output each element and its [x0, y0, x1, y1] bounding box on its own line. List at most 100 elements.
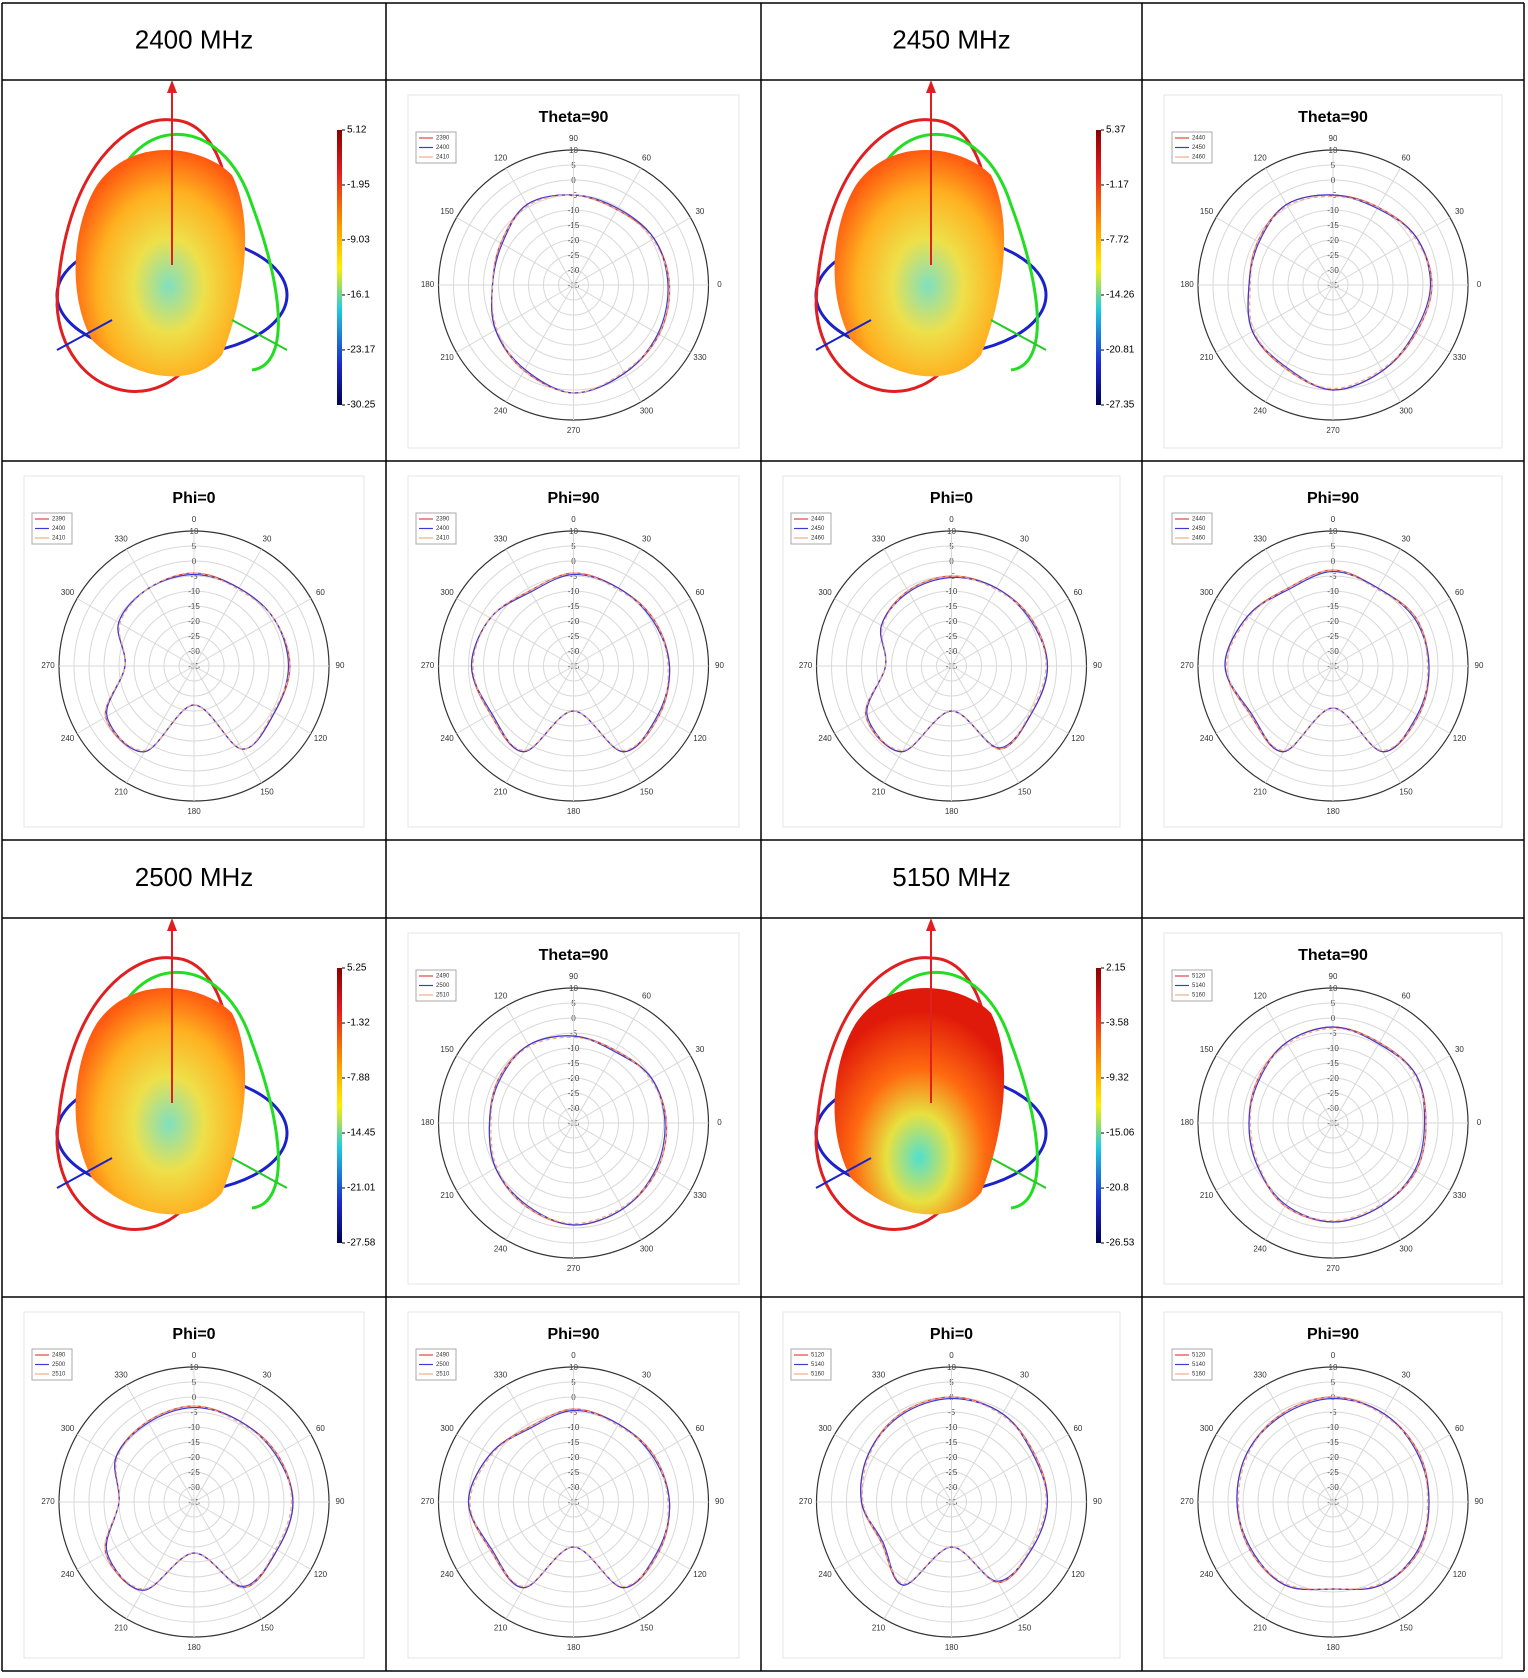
angle-label: 0: [1331, 515, 1336, 524]
angle-label: 210: [872, 1624, 886, 1633]
pattern-solid: [75, 150, 246, 377]
plot-frame: [1163, 932, 1503, 1285]
spoke: [193, 598, 312, 667]
spoke: [834, 1434, 952, 1503]
axis-arrow: [990, 319, 1047, 351]
angle-label: 60: [695, 588, 704, 597]
spoke: [1332, 1005, 1401, 1124]
plot-title: Theta=90: [539, 109, 609, 126]
angle-label: 180: [1326, 807, 1340, 816]
angle-label: 300: [1399, 407, 1413, 416]
plot-title: Theta=90: [1298, 947, 1368, 964]
axis-ring-green: [869, 132, 1039, 372]
angle-label: 120: [1071, 734, 1085, 743]
angle-label: 240: [818, 1570, 832, 1579]
angle-label: 30: [1020, 535, 1029, 544]
spoke: [505, 548, 574, 667]
spoke: [573, 167, 642, 286]
colorbar-label: -30.25: [347, 400, 376, 411]
spoke: [1332, 1122, 1401, 1241]
spoke: [573, 1384, 642, 1503]
angle-label: 210: [114, 1624, 128, 1633]
angle-label: 300: [1399, 1245, 1413, 1254]
angle-label: 60: [1455, 1424, 1464, 1433]
colorbar: [337, 968, 342, 1243]
spoke: [505, 1501, 574, 1620]
angle-label: 300: [640, 407, 654, 416]
spoke: [1265, 665, 1334, 784]
plot-title: Theta=90: [1298, 109, 1368, 126]
angle-label: 0: [717, 280, 722, 289]
legend-label: 2390: [436, 136, 450, 142]
angle-label: 300: [1200, 588, 1214, 597]
angle-label: 30: [695, 1045, 704, 1054]
angle-label: 120: [1453, 1570, 1467, 1579]
angle-label: 0: [571, 515, 576, 524]
spoke: [573, 1501, 691, 1570]
spoke: [193, 1501, 262, 1620]
angle-label: 330: [1453, 1191, 1467, 1200]
pattern-curve: [861, 1396, 1047, 1585]
pattern-curve: [491, 194, 671, 394]
spoke: [1215, 1501, 1334, 1570]
spoke: [1265, 284, 1334, 403]
polar-plot: 1050-5-10-15-20-25-30-350306090120150180…: [407, 932, 740, 1285]
colorbar-label: 5.37: [1106, 125, 1126, 136]
angle-label: 240: [61, 734, 75, 743]
spoke: [1332, 284, 1401, 403]
colorbar-label: -27.35: [1106, 400, 1135, 411]
spoke: [1265, 1005, 1334, 1124]
colorbar-label: -1.32: [347, 1018, 370, 1029]
spoke: [573, 1122, 691, 1191]
legend-box: [1171, 1348, 1213, 1381]
angle-label: 330: [693, 353, 707, 362]
polar-plot: 1050-5-10-15-20-25-30-350306090120150180…: [23, 475, 365, 828]
legend-label: 5120: [811, 1353, 825, 1359]
pattern-curve: [105, 1406, 294, 1591]
colorbar-label: -21.01: [347, 1183, 376, 1194]
polar-plot: 1050-5-10-15-20-25-30-350306090120150180…: [1163, 1311, 1503, 1659]
pattern-curve: [1248, 1026, 1426, 1223]
colorbar-label: -1.95: [347, 180, 370, 191]
angle-label: 90: [569, 972, 578, 981]
angle-label: 210: [1253, 788, 1267, 797]
spoke: [1265, 1501, 1334, 1620]
polar-plot: 1050-5-10-15-20-25-30-350306090120150180…: [407, 94, 740, 449]
colorbar-label: -16.1: [347, 290, 370, 301]
angle-label: 300: [640, 1245, 654, 1254]
spoke: [126, 548, 195, 667]
angle-label: 0: [192, 1351, 197, 1360]
angle-label: 60: [1402, 154, 1411, 163]
spoke: [573, 1501, 642, 1620]
angle-label: 120: [314, 734, 328, 743]
spoke: [76, 1501, 195, 1570]
angle-label: 300: [61, 588, 75, 597]
spoke: [573, 1434, 691, 1503]
angle-label: 60: [316, 588, 325, 597]
angle-label: 180: [421, 280, 435, 289]
spoke: [951, 1434, 1069, 1503]
plot-title: Phi=0: [930, 490, 973, 507]
plot-frame: [1163, 475, 1503, 828]
spoke: [1332, 665, 1451, 734]
legend-label: 2460: [1192, 155, 1206, 161]
angle-label: 210: [494, 788, 508, 797]
spoke: [951, 1501, 1069, 1570]
spoke: [883, 665, 952, 784]
colorbar-label: -14.45: [347, 1128, 376, 1139]
axis-ring-green: [110, 132, 280, 372]
angle-label: 210: [440, 353, 454, 362]
colorbar-label: -23.17: [347, 345, 376, 356]
angle-label: 180: [421, 1118, 435, 1127]
plot-title: Phi=90: [547, 1326, 599, 1343]
angle-label: 150: [1399, 788, 1413, 797]
angle-label: 240: [61, 1570, 75, 1579]
spoke: [573, 598, 691, 667]
angle-label: 210: [494, 1624, 508, 1633]
angle-label: 120: [693, 1570, 707, 1579]
axis-arrow: [815, 1157, 872, 1189]
legend-label: 2410: [436, 155, 450, 161]
colorbar-label: -3.58: [1106, 1018, 1129, 1029]
angle-label: 180: [567, 807, 581, 816]
angle-label: 0: [717, 1118, 722, 1127]
